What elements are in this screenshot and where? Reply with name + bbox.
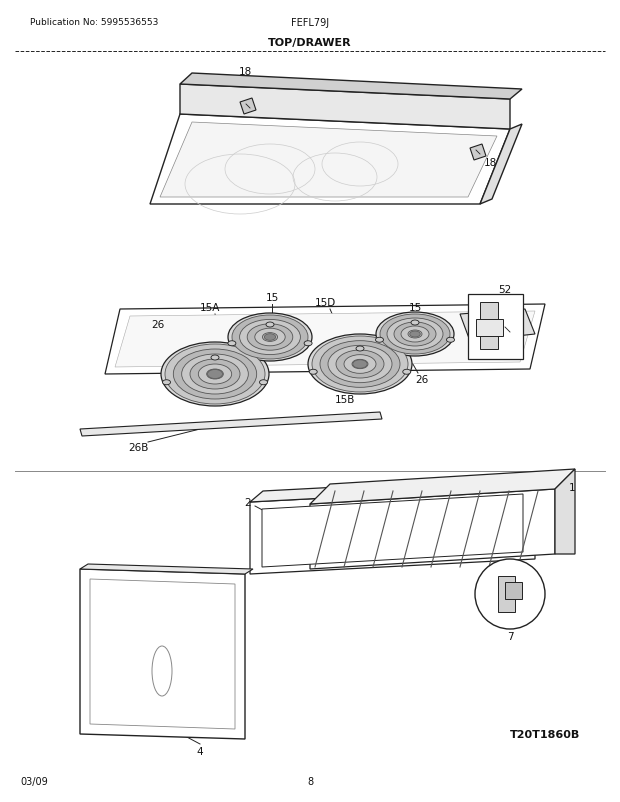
- Text: 4: 4: [197, 746, 203, 756]
- Ellipse shape: [309, 370, 317, 375]
- Text: 15B: 15B: [335, 395, 355, 404]
- Text: 8: 8: [307, 776, 313, 786]
- Polygon shape: [160, 123, 497, 198]
- Ellipse shape: [403, 370, 411, 375]
- Text: 52: 52: [498, 285, 511, 294]
- Ellipse shape: [211, 355, 219, 361]
- Text: 26A: 26A: [490, 300, 510, 310]
- Ellipse shape: [161, 342, 269, 407]
- Ellipse shape: [228, 342, 236, 346]
- Ellipse shape: [190, 359, 240, 390]
- Circle shape: [475, 559, 545, 630]
- Polygon shape: [262, 494, 523, 567]
- Polygon shape: [80, 565, 253, 574]
- Polygon shape: [80, 569, 245, 739]
- Text: FEFL79J: FEFL79J: [291, 18, 329, 28]
- Polygon shape: [105, 305, 545, 375]
- Text: 26: 26: [151, 320, 165, 330]
- Ellipse shape: [312, 337, 408, 392]
- Ellipse shape: [401, 326, 429, 342]
- Text: 18: 18: [484, 158, 497, 168]
- Ellipse shape: [239, 320, 301, 355]
- Ellipse shape: [308, 334, 412, 395]
- Ellipse shape: [228, 314, 312, 362]
- Text: 03/09: 03/09: [20, 776, 48, 786]
- Text: 15D: 15D: [314, 298, 335, 308]
- Ellipse shape: [262, 333, 278, 342]
- Text: 16: 16: [363, 150, 376, 160]
- Ellipse shape: [266, 322, 274, 327]
- Ellipse shape: [376, 313, 454, 357]
- Polygon shape: [90, 579, 235, 729]
- Ellipse shape: [208, 370, 223, 379]
- Polygon shape: [505, 582, 522, 599]
- Ellipse shape: [336, 350, 384, 379]
- Text: 26: 26: [415, 375, 428, 384]
- Ellipse shape: [247, 324, 293, 350]
- Polygon shape: [310, 489, 555, 569]
- Ellipse shape: [182, 354, 249, 395]
- Ellipse shape: [162, 380, 170, 385]
- Ellipse shape: [206, 370, 223, 379]
- Ellipse shape: [232, 316, 308, 359]
- Ellipse shape: [174, 350, 257, 399]
- Polygon shape: [250, 476, 548, 502]
- Polygon shape: [470, 145, 486, 160]
- Text: 7: 7: [507, 631, 513, 642]
- Ellipse shape: [304, 342, 312, 346]
- Polygon shape: [240, 99, 256, 115]
- Polygon shape: [468, 294, 523, 359]
- Ellipse shape: [380, 314, 450, 354]
- Polygon shape: [180, 74, 522, 100]
- Ellipse shape: [394, 322, 436, 346]
- Ellipse shape: [356, 346, 364, 351]
- Ellipse shape: [198, 365, 232, 384]
- Ellipse shape: [260, 380, 267, 385]
- Polygon shape: [476, 320, 503, 337]
- Ellipse shape: [352, 360, 368, 369]
- Polygon shape: [80, 412, 382, 436]
- Polygon shape: [250, 488, 535, 574]
- Ellipse shape: [264, 334, 276, 341]
- Polygon shape: [460, 310, 535, 342]
- Text: 15: 15: [409, 302, 422, 313]
- Ellipse shape: [376, 338, 384, 342]
- Text: 2: 2: [245, 497, 251, 508]
- Ellipse shape: [353, 360, 367, 369]
- Text: 15A: 15A: [200, 302, 220, 313]
- Ellipse shape: [446, 338, 454, 342]
- Text: 15: 15: [265, 293, 278, 302]
- Text: 18: 18: [238, 67, 252, 77]
- Text: Publication No: 5995536553: Publication No: 5995536553: [30, 18, 158, 27]
- Polygon shape: [498, 577, 515, 612]
- Ellipse shape: [328, 346, 392, 383]
- Polygon shape: [310, 469, 575, 504]
- Ellipse shape: [255, 329, 285, 346]
- Ellipse shape: [408, 330, 422, 338]
- Text: 26B: 26B: [128, 443, 148, 452]
- Ellipse shape: [152, 646, 172, 696]
- Text: 1: 1: [569, 482, 575, 492]
- Text: TOP/DRAWER: TOP/DRAWER: [268, 38, 352, 48]
- Ellipse shape: [411, 321, 419, 326]
- Polygon shape: [115, 312, 535, 367]
- Polygon shape: [480, 125, 522, 205]
- Ellipse shape: [410, 331, 420, 338]
- Ellipse shape: [387, 318, 443, 350]
- Text: T20T1860B: T20T1860B: [510, 729, 580, 739]
- Polygon shape: [150, 115, 510, 205]
- Ellipse shape: [165, 345, 265, 404]
- Polygon shape: [555, 469, 575, 554]
- Ellipse shape: [320, 341, 400, 388]
- Polygon shape: [480, 302, 498, 350]
- Polygon shape: [180, 85, 510, 130]
- Ellipse shape: [344, 355, 376, 374]
